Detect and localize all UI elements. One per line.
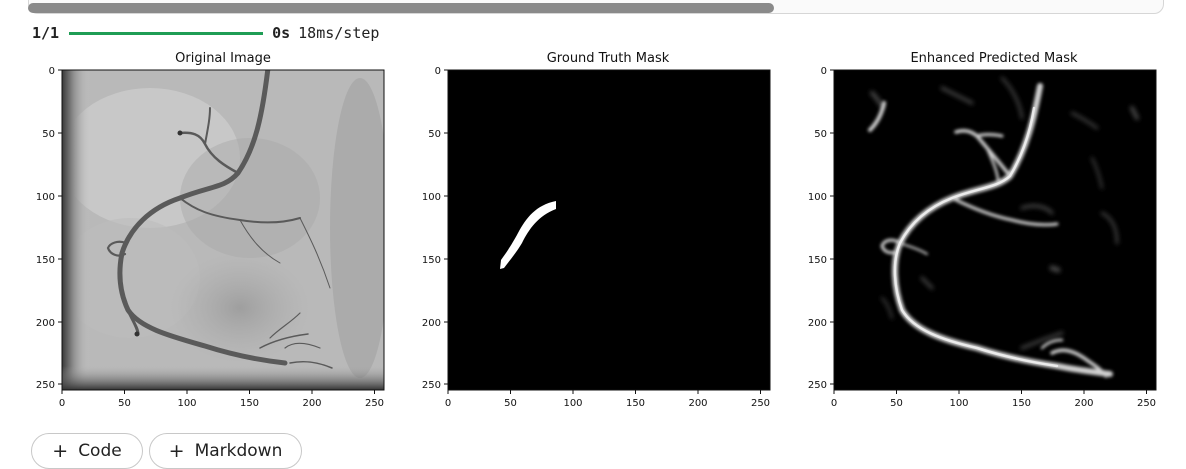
y-tick-label: 0: [435, 66, 441, 77]
y-tick-label: 50: [814, 129, 827, 140]
y-tick-label: 0: [821, 66, 827, 77]
predicted-mask-image: [834, 70, 1156, 390]
y-tick-label: 200: [422, 318, 441, 329]
y-tick-label: 150: [36, 255, 55, 266]
y-tick-label: 200: [36, 318, 55, 329]
original-angiogram-image: [62, 70, 384, 390]
x-tick-label: 200: [1074, 398, 1093, 409]
output-progress-line: 1/1 0s 18ms/step: [32, 22, 379, 44]
x-tick-label: 100: [949, 398, 968, 409]
x-tick-label: 100: [177, 398, 196, 409]
y-tick-label: 50: [42, 129, 55, 140]
x-tick-label: 150: [1012, 398, 1031, 409]
x-tick-label: 150: [626, 398, 645, 409]
y-tick-label: 250: [808, 380, 827, 391]
x-tick-label: 0: [831, 398, 837, 409]
ground-truth-mask-image: [448, 70, 770, 390]
y-tick-label: 150: [808, 255, 827, 266]
plus-icon: +: [168, 440, 185, 462]
progress-bar: [69, 31, 264, 35]
x-tick-label: 0: [445, 398, 451, 409]
x-tick-label: 50: [504, 398, 517, 409]
x-tick-label: 50: [118, 398, 131, 409]
progress-bar-fill: [69, 31, 264, 35]
plot-title: Original Image: [175, 51, 271, 66]
x-tick-label: 200: [302, 398, 321, 409]
x-tick-label: 200: [688, 398, 707, 409]
plus-icon: +: [52, 440, 69, 462]
add-code-cell-button[interactable]: + Code: [31, 433, 143, 469]
x-tick-label: 50: [890, 398, 903, 409]
x-tick-label: 0: [59, 398, 65, 409]
y-tick-label: 0: [49, 66, 55, 77]
x-tick-label: 100: [563, 398, 582, 409]
y-tick-label: 200: [808, 318, 827, 329]
progress-time: 0s: [272, 24, 291, 42]
add-code-cell-label: Code: [78, 441, 122, 461]
x-tick-label: 150: [240, 398, 259, 409]
progress-count: 1/1: [32, 24, 60, 42]
add-markdown-cell-label: Markdown: [194, 441, 283, 461]
plot-enhanced-predicted-mask: Enhanced Predicted Mask: [772, 48, 1172, 418]
x-tick-label: 250: [1137, 398, 1156, 409]
plot-title: Ground Truth Mask: [547, 51, 670, 66]
ground-truth-vessel-segment: [500, 201, 556, 269]
y-tick-label: 100: [36, 192, 55, 203]
y-tick-label: 150: [422, 255, 441, 266]
plot-ground-truth-mask: Ground Truth Mask 0 50 100 150 200 250 0…: [386, 48, 786, 418]
x-tick-label: 250: [751, 398, 770, 409]
horizontal-scrollbar-thumb[interactable]: [28, 3, 774, 13]
y-tick-label: 250: [36, 380, 55, 391]
progress-rate: 18ms/step: [298, 24, 380, 42]
add-markdown-cell-button[interactable]: + Markdown: [149, 433, 302, 469]
plot-original-image: Original Image: [0, 48, 400, 418]
y-tick-label: 100: [808, 192, 827, 203]
x-tick-label: 250: [365, 398, 384, 409]
plot-title: Enhanced Predicted Mask: [910, 51, 1078, 66]
y-tick-label: 100: [422, 192, 441, 203]
y-tick-label: 250: [422, 380, 441, 391]
y-tick-label: 50: [428, 129, 441, 140]
